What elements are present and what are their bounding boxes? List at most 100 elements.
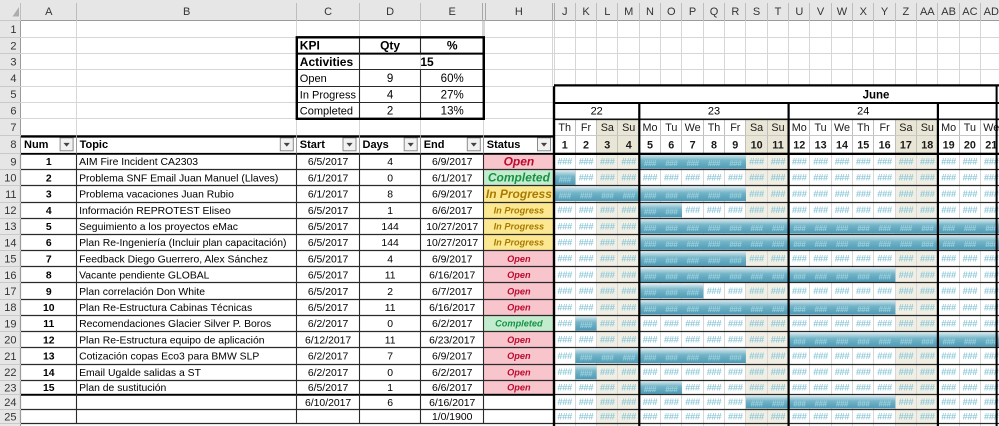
svg-text:###: ### <box>729 256 742 265</box>
svg-text:###: ### <box>728 397 744 407</box>
svg-text:Tu: Tu <box>665 122 677 134</box>
svg-text:4: 4 <box>387 157 393 168</box>
svg-text:###: ### <box>600 254 616 264</box>
svg-text:Sa: Sa <box>601 122 614 134</box>
svg-text:###: ### <box>792 189 808 199</box>
svg-text:###: ### <box>920 412 936 422</box>
svg-text:###: ### <box>835 254 851 264</box>
svg-text:AA: AA <box>920 6 935 18</box>
svg-text:7: 7 <box>46 254 52 265</box>
svg-text:###: ### <box>557 270 573 280</box>
svg-text:###: ### <box>664 397 680 407</box>
svg-text:###: ### <box>707 367 723 377</box>
svg-text:###: ### <box>621 319 637 329</box>
svg-text:###: ### <box>707 383 723 393</box>
svg-text:###: ### <box>792 286 808 296</box>
svg-text:N: N <box>646 6 654 18</box>
svg-text:Activities: Activities <box>300 55 354 69</box>
svg-text:2: 2 <box>387 287 393 298</box>
svg-text:###: ### <box>687 354 700 363</box>
svg-text:Qty: Qty <box>380 39 400 53</box>
svg-text:###: ### <box>984 412 999 422</box>
svg-text:###: ### <box>813 189 829 199</box>
svg-text:###: ### <box>792 319 808 329</box>
svg-text:###: ### <box>643 397 659 407</box>
svg-text:###: ### <box>751 224 764 233</box>
svg-text:###: ### <box>707 412 723 422</box>
svg-text:H: H <box>515 6 523 18</box>
svg-text:###: ### <box>729 159 742 168</box>
svg-text:Z: Z <box>903 6 910 18</box>
svg-text:###: ### <box>813 254 829 264</box>
svg-text:###: ### <box>621 157 637 167</box>
svg-text:12: 12 <box>43 335 55 346</box>
svg-text:###: ### <box>963 412 979 422</box>
svg-text:###: ### <box>899 302 915 312</box>
svg-text:13: 13 <box>815 139 827 151</box>
svg-text:###: ### <box>835 383 851 393</box>
svg-text:###: ### <box>751 273 764 282</box>
svg-text:Tu: Tu <box>814 122 826 134</box>
svg-text:Plan Re-Estructura Cabinas Téc: Plan Re-Estructura Cabinas Técnicas <box>79 303 252 314</box>
svg-text:1: 1 <box>562 139 568 151</box>
svg-text:###: ### <box>579 335 595 345</box>
svg-text:###: ### <box>899 397 915 407</box>
svg-text:Información REPROTEST Eliseo: Información REPROTEST Eliseo <box>79 206 231 217</box>
svg-text:###: ### <box>579 221 595 231</box>
svg-text:###: ### <box>749 335 765 345</box>
svg-text:###: ### <box>793 240 806 249</box>
svg-text:###: ### <box>707 205 723 215</box>
svg-text:6/5/2017: 6/5/2017 <box>308 238 349 249</box>
svg-text:6/6/2017: 6/6/2017 <box>432 383 473 394</box>
svg-text:###: ### <box>984 286 999 296</box>
svg-text:5: 5 <box>647 139 653 151</box>
svg-text:###: ### <box>621 335 637 345</box>
svg-text:###: ### <box>856 286 872 296</box>
svg-text:###: ### <box>963 383 979 393</box>
svg-text:###: ### <box>877 173 893 183</box>
svg-text:###: ### <box>664 319 680 329</box>
svg-text:7: 7 <box>690 139 696 151</box>
svg-text:###: ### <box>836 273 849 282</box>
svg-text:###: ### <box>963 270 979 280</box>
svg-text:###: ### <box>856 367 872 377</box>
svg-text:16: 16 <box>4 270 16 282</box>
svg-text:###: ### <box>877 205 893 215</box>
svg-text:###: ### <box>771 254 787 264</box>
svg-text:AB: AB <box>941 6 956 18</box>
svg-text:###: ### <box>899 189 915 199</box>
svg-text:Feedback Diego Guerrero, Alex: Feedback Diego Guerrero, Alex Sánchez <box>79 254 268 265</box>
svg-text:###: ### <box>643 173 659 183</box>
svg-text:###: ### <box>985 224 998 233</box>
svg-text:###: ### <box>835 189 851 199</box>
svg-text:###: ### <box>792 254 808 264</box>
svg-text:###: ### <box>728 412 744 422</box>
svg-text:###: ### <box>579 397 595 407</box>
svg-text:19: 19 <box>4 318 16 330</box>
svg-text:###: ### <box>964 337 977 346</box>
svg-text:5: 5 <box>46 222 52 233</box>
svg-text:10/27/2017: 10/27/2017 <box>426 238 478 249</box>
svg-text:###: ### <box>749 351 765 361</box>
svg-text:###: ### <box>920 367 936 377</box>
svg-text:6/2/2017: 6/2/2017 <box>308 319 349 330</box>
svg-text:Days: Days <box>363 139 389 151</box>
svg-text:###: ### <box>729 240 742 249</box>
svg-text:###: ### <box>920 205 936 215</box>
svg-text:###: ### <box>813 319 829 329</box>
svg-text:6/5/2017: 6/5/2017 <box>308 271 349 282</box>
svg-text:###: ### <box>557 412 573 422</box>
svg-text:17: 17 <box>4 286 16 298</box>
svg-text:###: ### <box>665 224 678 233</box>
svg-text:###: ### <box>729 305 742 314</box>
svg-text:We: We <box>685 122 701 134</box>
svg-text:###: ### <box>600 335 616 345</box>
svg-text:6/9/2017: 6/9/2017 <box>432 157 473 168</box>
svg-text:1: 1 <box>10 24 16 36</box>
svg-text:###: ### <box>644 305 657 314</box>
svg-text:6: 6 <box>668 139 674 151</box>
svg-text:8: 8 <box>10 139 16 151</box>
svg-text:###: ### <box>687 273 700 282</box>
svg-text:Y: Y <box>881 6 889 18</box>
svg-text:6: 6 <box>46 238 52 249</box>
